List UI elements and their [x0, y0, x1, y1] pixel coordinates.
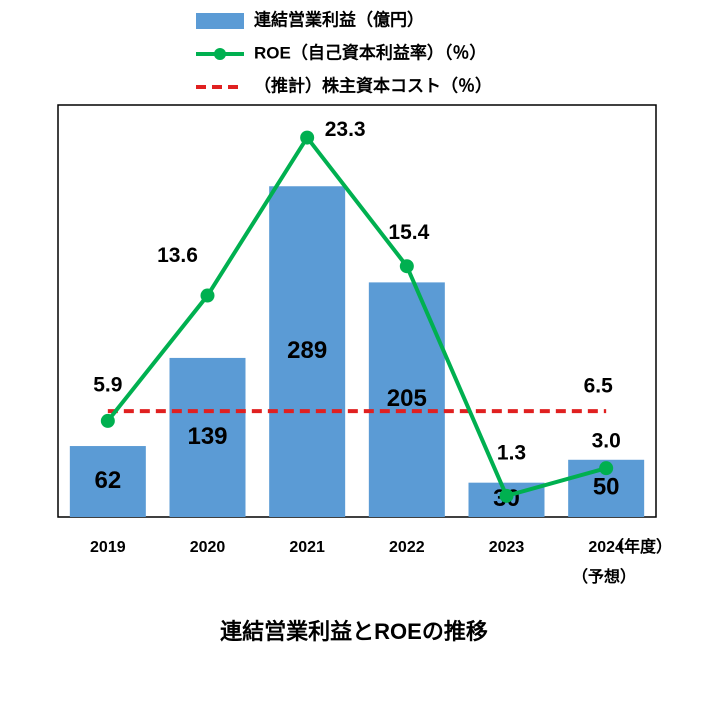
- x-tick-label: 2019: [90, 539, 126, 556]
- bar: [69, 446, 146, 517]
- bar: [169, 357, 246, 517]
- plot-frame: [57, 104, 657, 518]
- line-value-label: 13.6: [157, 244, 198, 267]
- line-point: [499, 488, 514, 503]
- x-tick-label: 2023: [489, 539, 525, 556]
- legend-swatch: [196, 13, 244, 29]
- x-tick-label: 2024: [588, 539, 624, 556]
- line-point: [599, 461, 614, 476]
- line-value-label: 1.3: [497, 441, 526, 464]
- legend-label: （推計）株主資本コスト（％）: [254, 75, 492, 95]
- legend-swatch: [214, 48, 226, 60]
- x-tick-label: 2022: [389, 539, 425, 556]
- line-point: [200, 288, 215, 303]
- line-value-label: 23.3: [325, 118, 366, 141]
- line-value-label: 15.4: [388, 221, 429, 244]
- bar-value-label: 289: [287, 337, 327, 364]
- bar-value-label: 205: [387, 385, 427, 412]
- line-point: [100, 413, 115, 428]
- bar-value-label: 50: [593, 474, 620, 501]
- legend-label: ROE（自己資本利益率）（％）: [254, 42, 486, 62]
- annotation: （予想）: [572, 567, 636, 586]
- line-point: [399, 259, 414, 274]
- line-value-label: 5.9: [93, 373, 122, 396]
- line: [106, 134, 607, 499]
- chart-title: 連結営業利益とROEの推移: [220, 619, 488, 644]
- x-tick-label: 2020: [190, 539, 226, 556]
- x-tick-label: 2021: [289, 539, 325, 556]
- line-point: [300, 130, 315, 145]
- line-value-label: 3.0: [592, 430, 621, 453]
- bar: [269, 186, 346, 517]
- bar-value-label: 62: [94, 467, 121, 494]
- reference-value-label: 6.5: [584, 375, 614, 398]
- bar-value-label: 139: [187, 423, 227, 450]
- x-axis-label: （年度）: [608, 537, 672, 556]
- legend-label: 連結営業利益（億円）: [254, 9, 424, 29]
